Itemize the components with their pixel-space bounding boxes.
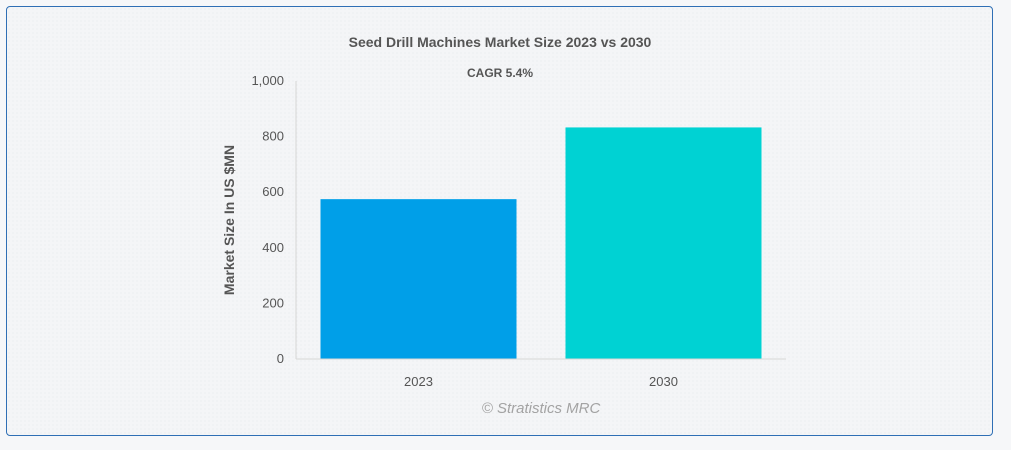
y-axis: 0 200 400 600 800 1,000 <box>251 73 284 366</box>
x-tick-label: 2023 <box>404 374 433 389</box>
x-axis: 2023 2030 <box>404 374 678 389</box>
y-axis-label: Market Size In US $MN <box>221 145 237 295</box>
y-tick-label: 800 <box>262 129 284 144</box>
chart-subtitle: CAGR 5.4% <box>467 66 533 80</box>
y-tick-label: 0 <box>277 351 284 366</box>
bar-2023 <box>320 199 517 359</box>
bars <box>320 127 762 360</box>
bar-2030 <box>565 127 762 360</box>
chart-title: Seed Drill Machines Market Size 2023 vs … <box>349 34 652 50</box>
y-tick-label: 200 <box>262 295 284 310</box>
x-tick-label: 2030 <box>649 374 678 389</box>
y-tick-label: 400 <box>262 240 284 255</box>
y-tick-label: 1,000 <box>251 73 284 88</box>
watermark: © Stratistics MRC <box>482 400 601 417</box>
y-tick-label: 600 <box>262 184 284 199</box>
